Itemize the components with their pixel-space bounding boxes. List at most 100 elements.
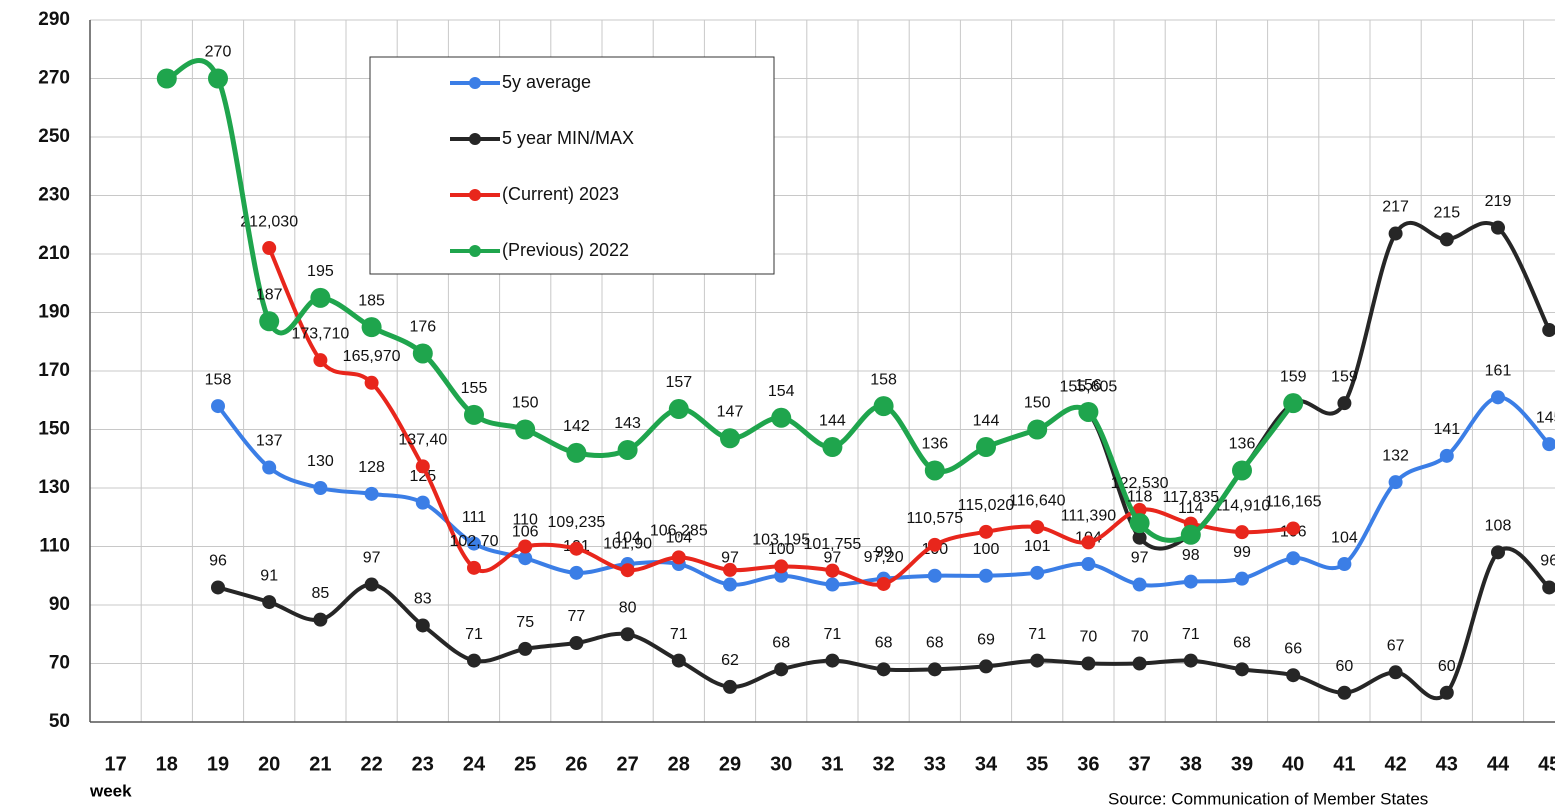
point bbox=[1132, 577, 1147, 592]
data-label: 60 bbox=[1336, 658, 1354, 675]
data-label: 159 bbox=[1331, 368, 1358, 385]
point bbox=[1286, 668, 1301, 683]
point bbox=[723, 562, 737, 577]
x-tick-label: 24 bbox=[463, 753, 486, 775]
data-label: 158 bbox=[870, 371, 897, 388]
point bbox=[1235, 571, 1249, 586]
point bbox=[620, 627, 635, 642]
x-tick-label: 40 bbox=[1282, 753, 1304, 775]
point bbox=[313, 353, 328, 368]
point bbox=[723, 577, 737, 592]
point bbox=[1235, 662, 1249, 677]
point bbox=[569, 636, 584, 651]
data-label: 97 bbox=[363, 550, 381, 567]
point bbox=[1030, 520, 1045, 535]
data-label: 109,235 bbox=[547, 514, 605, 531]
x-tick-label: 37 bbox=[1128, 753, 1150, 775]
legend-label: (Previous) 2022 bbox=[502, 240, 629, 260]
data-label: 114,910 bbox=[1214, 497, 1271, 514]
data-label: 70 bbox=[1080, 629, 1098, 646]
y-tick-label: 50 bbox=[49, 711, 70, 732]
data-label: 77 bbox=[568, 608, 586, 625]
data-label: 144 bbox=[819, 412, 846, 429]
x-tick-label: 35 bbox=[1026, 753, 1048, 775]
data-label: 91 bbox=[260, 567, 278, 584]
point bbox=[415, 495, 430, 510]
data-label: 66 bbox=[1284, 640, 1302, 657]
x-tick-label: 17 bbox=[104, 753, 126, 775]
point bbox=[1388, 475, 1403, 490]
point bbox=[1439, 685, 1454, 700]
point bbox=[1027, 419, 1048, 440]
point bbox=[211, 399, 225, 414]
data-label: 156 bbox=[1075, 377, 1102, 394]
point bbox=[208, 68, 228, 89]
x-tick-label: 33 bbox=[924, 753, 946, 775]
point bbox=[1030, 653, 1045, 668]
data-label: 150 bbox=[512, 395, 539, 412]
point bbox=[927, 537, 942, 552]
point bbox=[1491, 220, 1505, 235]
x-tick-label: 44 bbox=[1487, 753, 1510, 775]
legend-box bbox=[369, 56, 775, 275]
data-label: 102,70 bbox=[450, 533, 499, 550]
data-label: 118 bbox=[1127, 488, 1153, 505]
data-label: 132 bbox=[1382, 447, 1409, 464]
point bbox=[518, 551, 533, 566]
y-tick-label: 90 bbox=[49, 594, 70, 615]
data-label: 71 bbox=[1028, 626, 1046, 643]
point bbox=[774, 662, 789, 677]
data-label: 116,165 bbox=[1265, 494, 1322, 511]
data-label: 104 bbox=[614, 529, 641, 546]
data-label: 114 bbox=[1178, 500, 1204, 517]
data-label: 99 bbox=[875, 544, 893, 561]
point bbox=[671, 550, 686, 565]
data-label: 110 bbox=[512, 512, 538, 529]
data-label: 71 bbox=[670, 626, 688, 643]
point bbox=[569, 541, 584, 556]
legend-marker bbox=[469, 189, 481, 201]
point bbox=[1081, 557, 1096, 572]
x-tick-label: 18 bbox=[156, 753, 178, 775]
x-tick-label: 39 bbox=[1231, 753, 1253, 775]
point bbox=[873, 396, 894, 417]
point bbox=[1388, 226, 1403, 241]
data-label: 68 bbox=[875, 635, 893, 652]
point bbox=[467, 560, 481, 575]
point bbox=[1180, 524, 1201, 545]
point bbox=[617, 439, 638, 460]
point bbox=[671, 653, 686, 668]
x-tick-label: 45 bbox=[1538, 753, 1555, 775]
point bbox=[518, 641, 533, 656]
point bbox=[515, 419, 536, 440]
point bbox=[1078, 401, 1099, 422]
point bbox=[1542, 323, 1555, 338]
legend-label: 5 year MIN/MAX bbox=[502, 128, 634, 148]
legend-label: (Current) 2023 bbox=[502, 184, 619, 204]
point bbox=[361, 317, 382, 338]
data-label: 71 bbox=[1182, 626, 1200, 643]
point bbox=[927, 568, 942, 583]
x-tick-label: 29 bbox=[719, 753, 741, 775]
data-label: 60 bbox=[1438, 658, 1456, 675]
point bbox=[976, 437, 996, 458]
data-label: 111 bbox=[462, 509, 486, 526]
point bbox=[364, 375, 379, 390]
point bbox=[1439, 232, 1454, 247]
data-label: 159 bbox=[1280, 368, 1307, 385]
point bbox=[1030, 565, 1045, 580]
point bbox=[927, 662, 942, 677]
data-label: 270 bbox=[205, 44, 232, 61]
legend-marker bbox=[469, 245, 481, 257]
point bbox=[1542, 580, 1555, 595]
point bbox=[1081, 535, 1096, 550]
y-tick-label: 290 bbox=[38, 9, 70, 30]
point bbox=[1286, 521, 1301, 536]
y-tick-label: 250 bbox=[38, 126, 70, 147]
point bbox=[262, 595, 277, 610]
y-tick-label: 150 bbox=[38, 419, 70, 440]
data-label: 187 bbox=[256, 286, 283, 303]
data-label: 101,755 bbox=[803, 536, 861, 553]
point bbox=[467, 653, 481, 668]
point bbox=[1388, 665, 1403, 680]
